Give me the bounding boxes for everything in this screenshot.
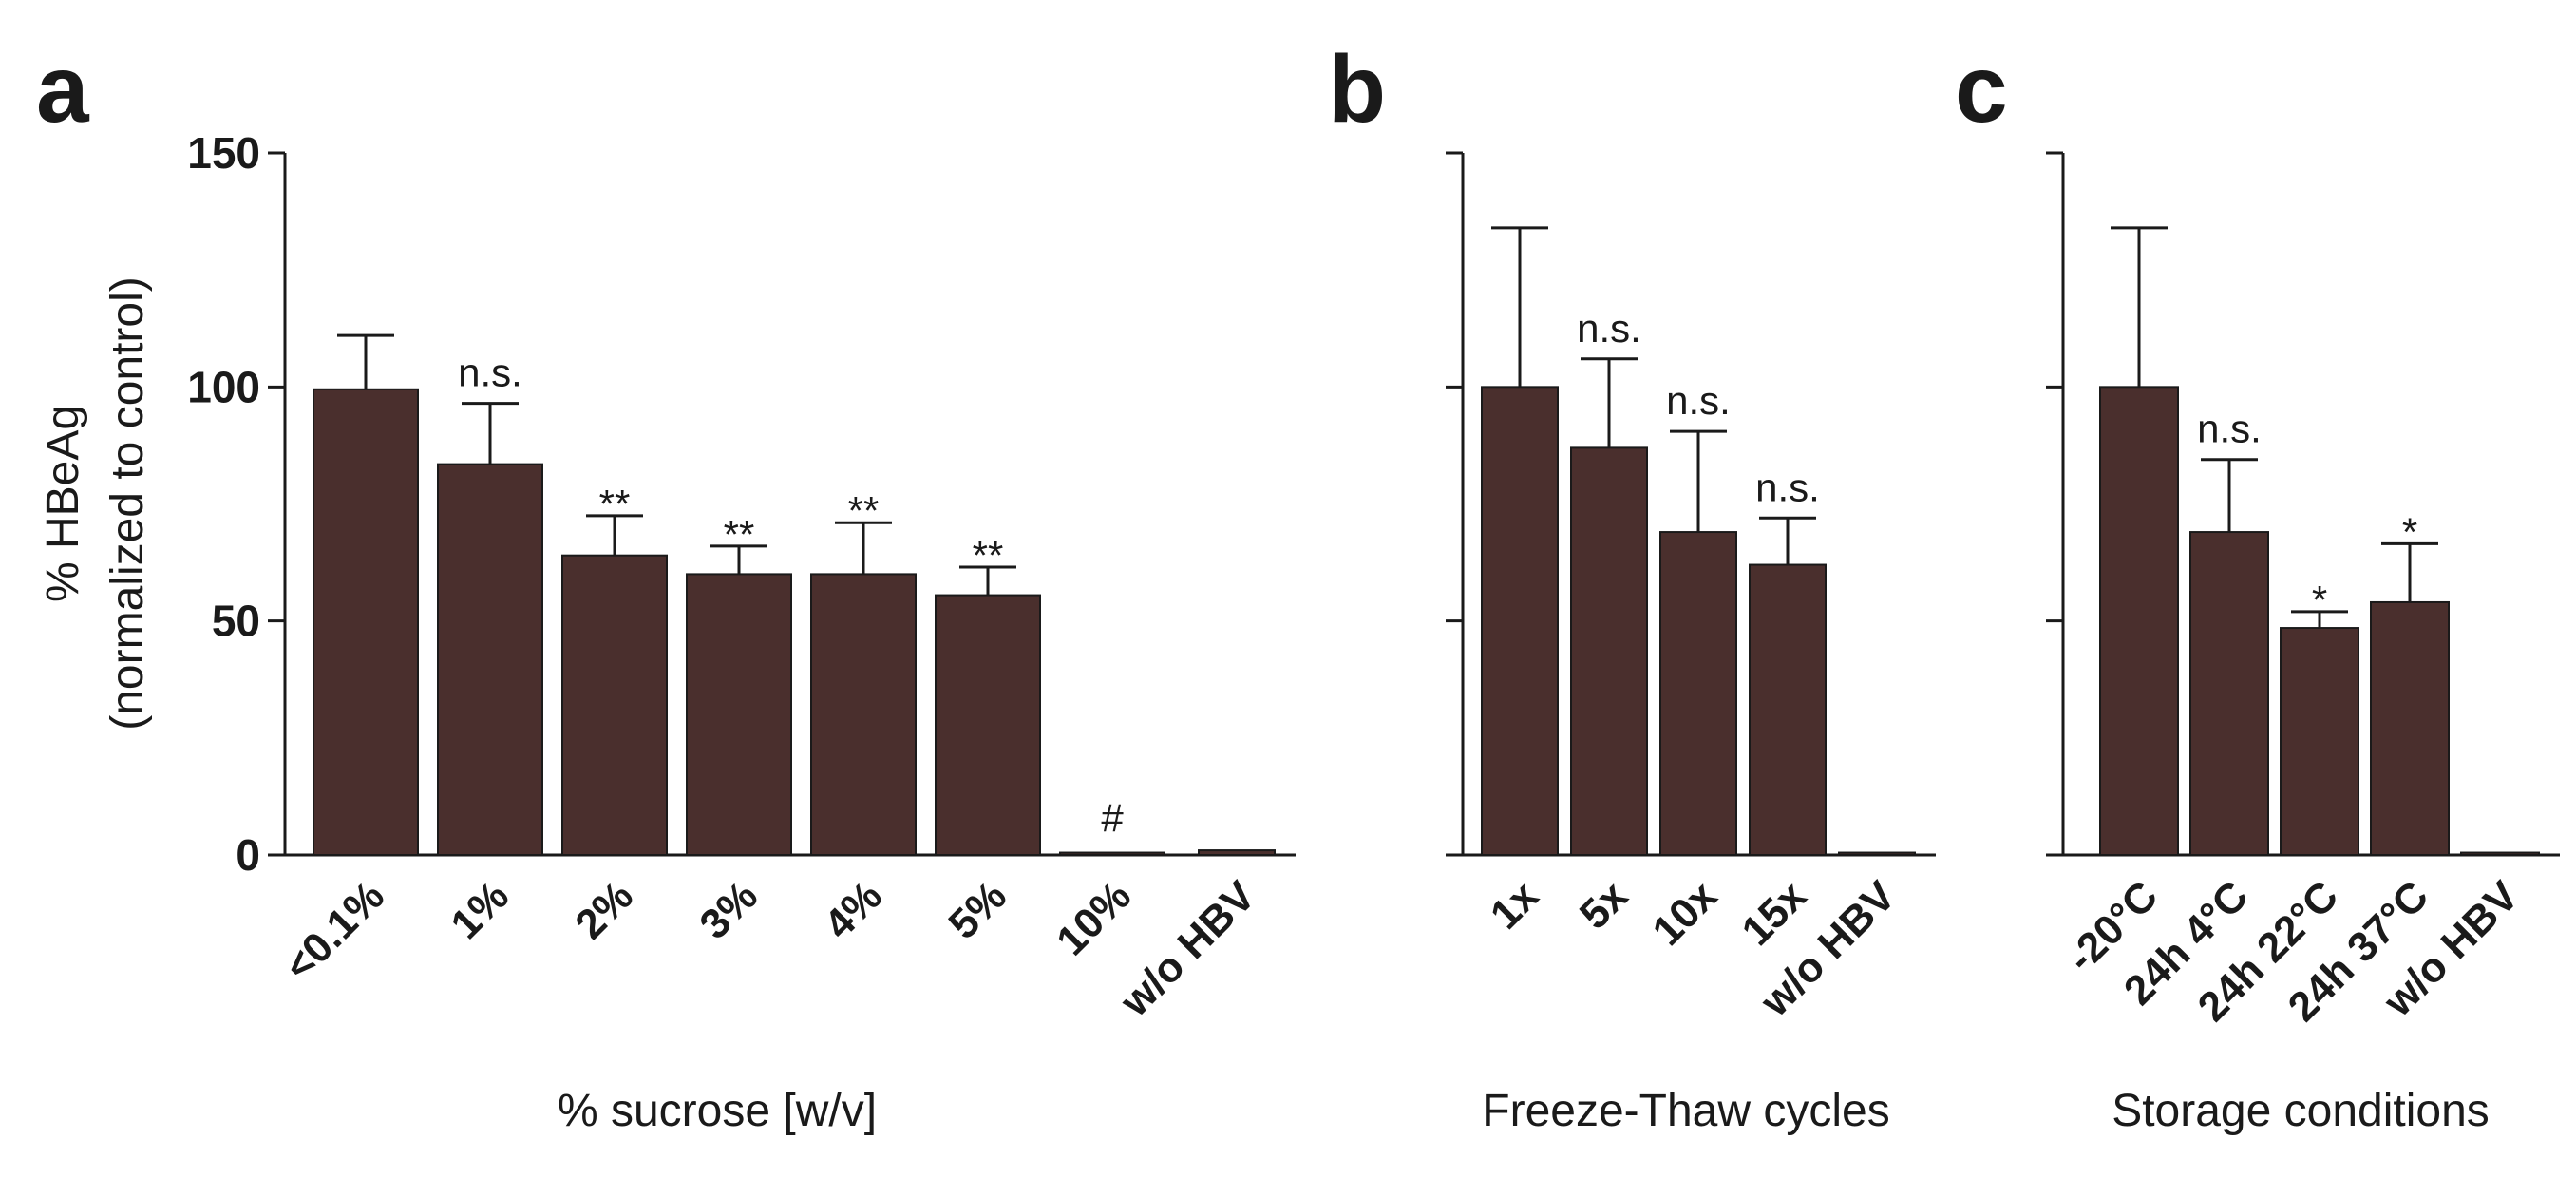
y-axis-title: % HBeAg (38, 405, 88, 602)
category-label: 3% (691, 872, 767, 948)
significance-label: ** (973, 533, 1004, 578)
bar (1659, 531, 1737, 856)
bar (437, 463, 543, 856)
category-label: w/o HBV (1111, 872, 1265, 1026)
significance-label: * (2402, 509, 2417, 554)
x-axis-title: Freeze-Thaw cycles (1482, 1086, 1889, 1136)
category-label: 1x (1482, 872, 1548, 939)
bar (1570, 446, 1648, 856)
significance-label: n.s. (1666, 378, 1731, 423)
category-label: 10% (1048, 872, 1140, 964)
significance-label: # (1101, 796, 1124, 841)
bar (1198, 849, 1276, 856)
y-axis-subtitle: (normalized to control) (103, 276, 153, 731)
category-label: <0.1% (275, 872, 393, 990)
bar (313, 388, 419, 856)
y-tick-label: 0 (236, 830, 260, 880)
significance-label: n.s. (1577, 306, 1641, 351)
category-label: 5x (1571, 872, 1638, 939)
x-axis-title: Storage conditions (2112, 1086, 2490, 1136)
panel-letter: a (36, 36, 90, 142)
significance-label: ** (848, 488, 880, 533)
bar (2280, 627, 2359, 856)
bar (1059, 851, 1165, 857)
significance-label: n.s. (458, 351, 522, 395)
bar (1481, 386, 1559, 856)
bar (810, 573, 917, 857)
category-label: 2% (566, 872, 642, 948)
panel-a: a 0 50 100 150 <0.1% n.s. 1% ** 2% ** 3% ** 4% ** 5% #10… (36, 36, 1296, 1136)
bar (1838, 851, 1916, 857)
significance-label: n.s. (1755, 465, 1820, 509)
y-tick-label: 50 (212, 597, 260, 646)
bar (2460, 851, 2540, 857)
panel-letter: b (1328, 36, 1386, 142)
bar (561, 554, 668, 857)
bar (2189, 531, 2269, 856)
category-label: 10x (1644, 872, 1727, 955)
category-label: 1% (442, 872, 518, 948)
x-axis-title: % sucrose [w/v] (558, 1086, 877, 1136)
category-label: 4% (815, 872, 891, 948)
bar (935, 594, 1041, 856)
y-tick-label: 150 (187, 128, 260, 178)
bar (1749, 563, 1827, 857)
significance-label: ** (724, 512, 755, 557)
bar (2370, 600, 2450, 857)
panel-letter: c (1955, 36, 2008, 142)
bar (2099, 386, 2179, 856)
category-label: 5% (939, 872, 1015, 948)
significance-label: n.s. (2197, 407, 2262, 451)
significance-label: * (2312, 578, 2327, 622)
bar (686, 573, 792, 857)
panel-c: c-20°Cn.s.24h 4°C*24h 22°C*24h 37°Cw/o H… (1955, 36, 2560, 1136)
significance-label: ** (599, 482, 631, 526)
y-tick-label: 100 (187, 362, 260, 411)
